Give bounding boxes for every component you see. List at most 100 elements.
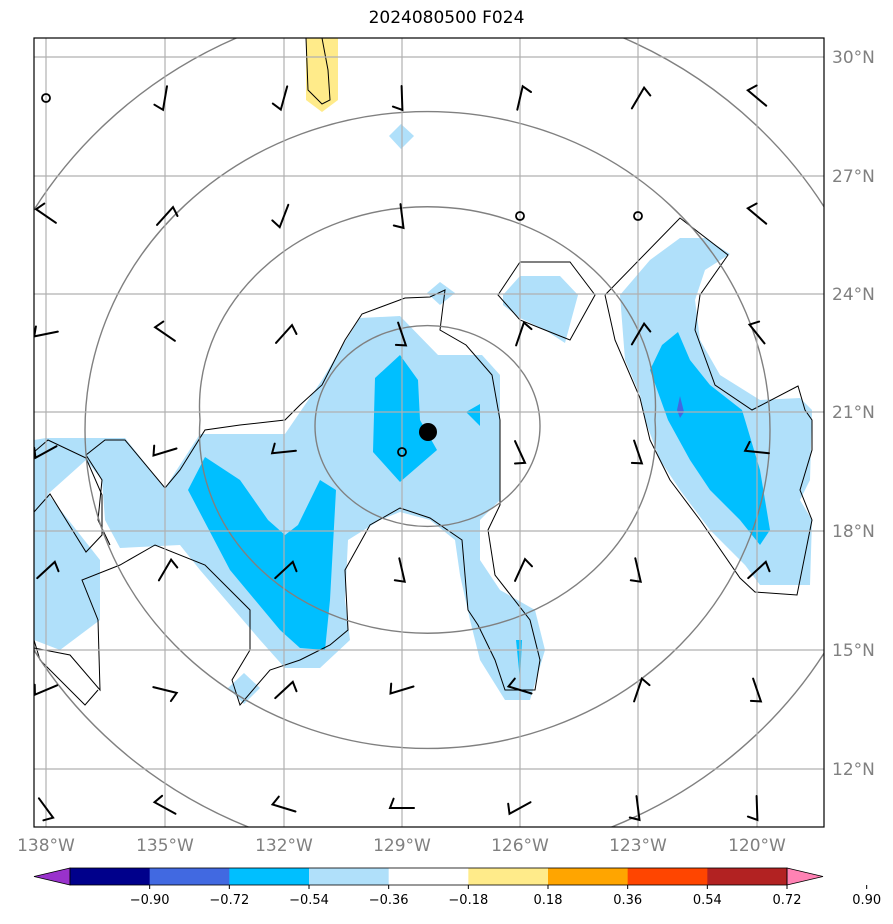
wind-barb: [746, 84, 768, 107]
wind-barb: [630, 321, 652, 346]
colorbar-segment: [707, 868, 788, 885]
contour-line: [305, 38, 331, 105]
calm-wind-marker: [41, 93, 51, 103]
wind-barb: [152, 444, 178, 457]
lon-tick-label: 126°W: [491, 836, 549, 856]
colorbar-tick-label: −0.72: [209, 893, 249, 908]
colorbar-tick-label: 0.36: [613, 893, 642, 908]
wind-barb: [157, 557, 179, 582]
lat-tick-label: 12°N: [832, 760, 875, 780]
moderate-negative-fill: [373, 355, 437, 482]
contour-line: [34, 289, 541, 707]
wind-barb: [515, 320, 533, 347]
wind-barb: [747, 320, 766, 345]
colorbar-tick-label: 0.90: [852, 893, 881, 908]
storm-center-marker: [419, 423, 437, 441]
colorbar-tick-label: 0.72: [773, 893, 802, 908]
lon-tick-label: 132°W: [255, 836, 313, 856]
colorbar-frame: [69, 867, 788, 886]
colorbar-segment: [468, 868, 549, 885]
wind-barb: [506, 677, 533, 695]
wind-barb: [152, 794, 177, 815]
lon-tick-label: 129°W: [373, 836, 431, 856]
lat-tick-label: 24°N: [832, 285, 875, 305]
wind-barb: [153, 320, 176, 342]
colorbar-segment: [627, 868, 708, 885]
wind-barb: [749, 677, 763, 703]
wind-barb: [628, 795, 641, 822]
colorbar-tick-label: 0.18: [534, 893, 563, 908]
moderate-negative-fill: [466, 404, 480, 426]
lat-tick-label: 27°N: [832, 167, 875, 187]
wind-barb: [270, 442, 297, 455]
wind-barb: [275, 323, 298, 344]
wind-barb: [153, 85, 168, 112]
colorbar-segment: [309, 868, 390, 885]
grid-lines: [34, 38, 824, 827]
colorbar-segment: [548, 868, 629, 885]
wind-barb: [270, 795, 297, 813]
colorbar-segment: [149, 868, 230, 885]
range-ring: [198, 206, 657, 634]
lat-tick-label: 30°N: [832, 48, 875, 68]
colorbar-tick-label: 0.54: [693, 893, 722, 908]
wind-barb: [271, 203, 290, 229]
wind-barb: [36, 560, 60, 580]
positive-anomaly-fill: [306, 38, 338, 112]
range-ring: [314, 324, 541, 528]
colorbar-extend-high: [786, 867, 824, 886]
colorbar-tick-label: −0.54: [289, 893, 329, 908]
wind-barb: [392, 203, 405, 230]
lon-tick-label: 138°W: [17, 836, 75, 856]
colorbar-segment: [229, 868, 310, 885]
latitude-axis: 30°N 27°N 24°N 21°N 18°N 15°N 12°N: [832, 48, 875, 780]
wind-barb: [152, 686, 179, 703]
wind-barb: [743, 440, 770, 455]
colorbar-extend-low: [33, 867, 71, 886]
wind-barb: [514, 440, 527, 465]
wind-barb: [37, 797, 55, 822]
wind-barb: [274, 560, 298, 580]
plot-frame: [33, 37, 825, 828]
wind-barb: [393, 557, 407, 583]
wind-barb: [507, 801, 532, 816]
wind-barbs: [34, 84, 771, 822]
wind-barb: [516, 84, 532, 111]
wind-barb: [388, 797, 415, 809]
lon-tick-label: 123°W: [609, 836, 667, 856]
moderate-negative-fill: [188, 457, 336, 650]
weak-negative-fill: [503, 276, 578, 343]
wind-barb: [630, 439, 644, 465]
colorbar-tick-label: −0.90: [130, 893, 170, 908]
wind-barb: [630, 85, 652, 110]
wind-barb: [514, 557, 533, 582]
lon-tick-label: 135°W: [136, 836, 194, 856]
range-ring: [34, 38, 824, 827]
lat-tick-label: 15°N: [832, 641, 875, 661]
wind-barb: [633, 676, 651, 703]
wind-barb: [747, 560, 771, 580]
wind-barb: [629, 557, 643, 583]
lon-tick-label: 120°W: [728, 836, 786, 856]
lat-tick-label: 21°N: [832, 403, 875, 423]
range-rings: [34, 38, 824, 827]
wind-barb: [746, 795, 759, 822]
lat-tick-label: 18°N: [832, 522, 875, 542]
calm-wind-marker: [515, 211, 525, 221]
wind-barb: [34, 202, 57, 224]
colorbar-tick-label: −0.36: [369, 893, 409, 908]
wind-barb: [389, 682, 415, 695]
wind-barb: [394, 321, 408, 347]
colorbar-segment: [388, 868, 469, 885]
wind-barb: [156, 205, 179, 226]
colorbar-segment: [70, 868, 151, 885]
colorbar-tick-label: −0.18: [448, 893, 488, 908]
wind-barb: [34, 683, 59, 697]
map-title: 2024080500 F024: [368, 8, 525, 28]
wind-barb: [34, 445, 58, 460]
longitude-axis: 138°W 135°W 132°W 129°W 126°W 123°W 120°…: [17, 836, 786, 856]
calm-wind-marker: [633, 211, 643, 221]
weak-negative-fill: [228, 673, 260, 704]
wind-barb: [746, 202, 768, 225]
